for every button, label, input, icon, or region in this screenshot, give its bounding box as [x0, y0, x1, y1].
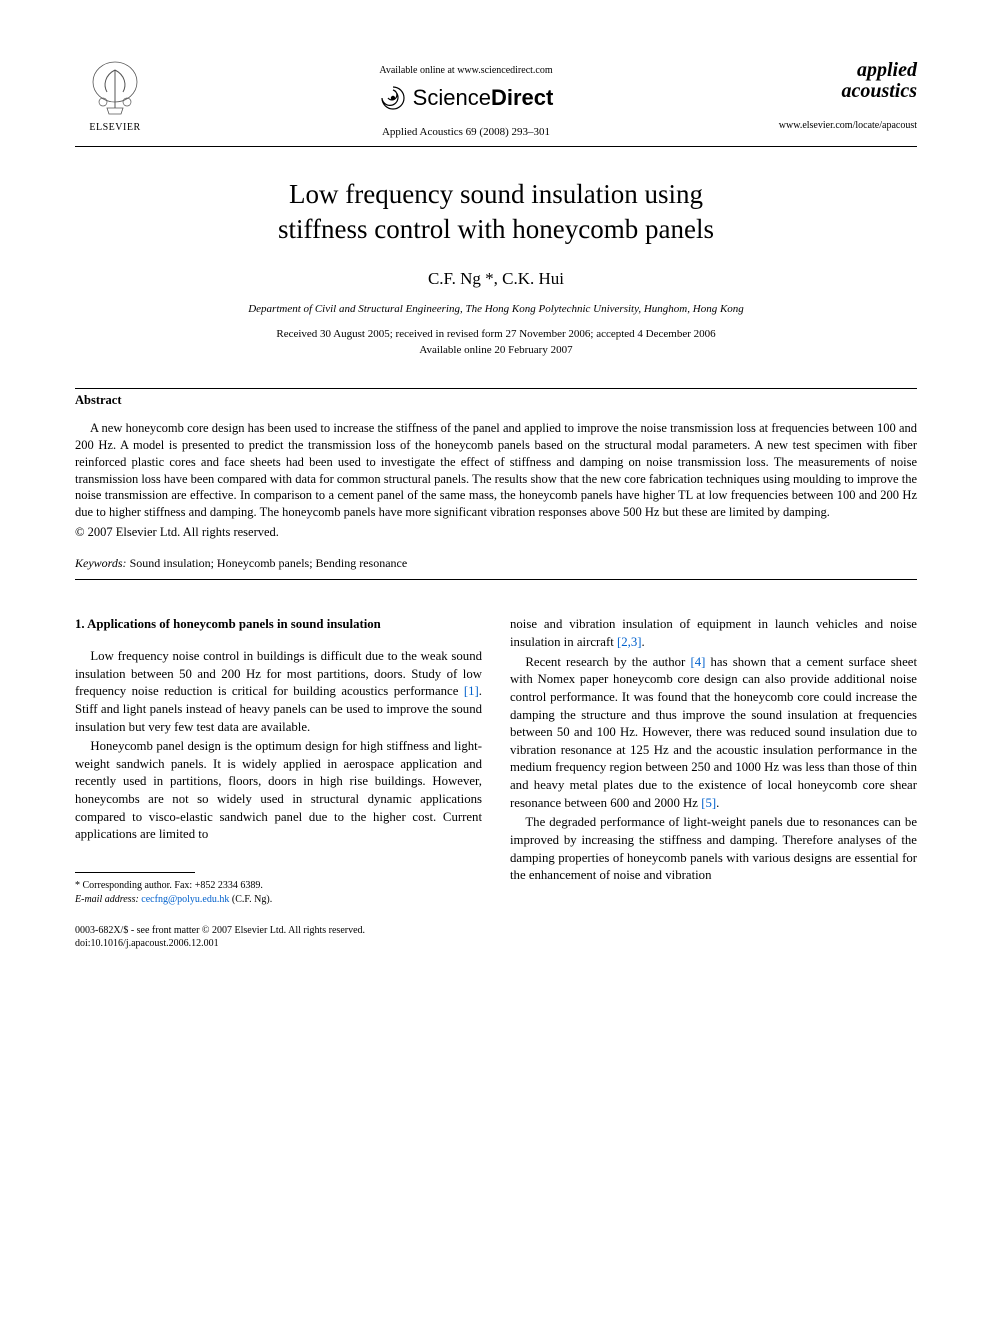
title-line2: stiffness control with honeycomb panels [278, 214, 714, 244]
p4-c: . [716, 796, 719, 810]
sciencedirect-text: ScienceDirect [413, 85, 554, 111]
ref-link-5[interactable]: [5] [701, 796, 716, 810]
elsevier-label: ELSEVIER [89, 122, 140, 133]
ref-link-23[interactable]: [2,3] [617, 635, 642, 649]
authors: C.F. Ng *, C.K. Hui [75, 269, 917, 289]
journal-logo-block: applied acoustics www.elsevier.com/locat… [777, 60, 917, 131]
keywords-line: Keywords: Sound insulation; Honeycomb pa… [75, 556, 917, 571]
p4-b: has shown that a cement surface sheet wi… [510, 655, 917, 810]
journal-logo: applied acoustics [777, 60, 917, 102]
center-header: Available online at www.sciencedirect.co… [155, 60, 777, 138]
p1-text: Low frequency noise control in buildings… [75, 649, 482, 698]
email-line: E-mail address: cecfng@polyu.edu.hk (C.F… [75, 893, 482, 907]
dates-line1: Received 30 August 2005; received in rev… [276, 328, 715, 340]
available-online-text: Available online at www.sciencedirect.co… [155, 65, 777, 76]
p3-head: noise and vibration insulation of equipm… [510, 617, 917, 649]
email-address[interactable]: cecfng@polyu.edu.hk [141, 894, 229, 905]
journal-logo-line1: applied [777, 60, 917, 81]
p3-tail: . [642, 635, 645, 649]
sd-prefix: Science [413, 85, 491, 110]
corresponding-footnote: * Corresponding author. Fax: +852 2334 6… [75, 879, 482, 906]
bottom-matter: 0003-682X/$ - see front matter © 2007 El… [75, 924, 917, 950]
journal-url: www.elsevier.com/locate/apacoust [777, 120, 917, 131]
abstract-bottom-rule [75, 579, 917, 580]
journal-logo-line2: acoustics [777, 81, 917, 102]
ref-link-1[interactable]: [1] [464, 684, 479, 698]
body-columns: 1. Applications of honeycomb panels in s… [75, 616, 917, 906]
elsevier-tree-icon [85, 60, 145, 120]
doi-line: doi:10.1016/j.apacoust.2006.12.001 [75, 937, 917, 950]
article-title: Low frequency sound insulation using sti… [75, 177, 917, 247]
abstract-top-rule [75, 388, 917, 389]
sciencedirect-swirl-icon [379, 84, 407, 112]
abstract-copyright: © 2007 Elsevier Ltd. All rights reserved… [75, 525, 917, 540]
abstract-heading: Abstract [75, 393, 917, 408]
left-column: 1. Applications of honeycomb panels in s… [75, 616, 482, 906]
email-label: E-mail address: [75, 894, 139, 905]
section1-p1: Low frequency noise control in buildings… [75, 648, 482, 736]
email-tail: (C.F. Ng). [229, 894, 272, 905]
article-dates: Received 30 August 2005; received in rev… [75, 327, 917, 358]
sciencedirect-logo: ScienceDirect [379, 84, 554, 112]
section-1-heading: 1. Applications of honeycomb panels in s… [75, 616, 482, 634]
section1-p2: Honeycomb panel design is the optimum de… [75, 738, 482, 844]
footnote-rule [75, 872, 195, 873]
section1-p3: noise and vibration insulation of equipm… [510, 616, 917, 651]
keywords-label: Keywords: [75, 556, 127, 570]
abstract-body: A new honeycomb core design has been use… [75, 420, 917, 521]
title-line1: Low frequency sound insulation using [289, 179, 703, 209]
journal-reference: Applied Acoustics 69 (2008) 293–301 [155, 126, 777, 138]
section1-p5: The degraded performance of light-weight… [510, 814, 917, 885]
header-rule [75, 146, 917, 147]
corresponding-line: * Corresponding author. Fax: +852 2334 6… [75, 879, 482, 893]
affiliation: Department of Civil and Structural Engin… [75, 303, 917, 315]
keywords-text: Sound insulation; Honeycomb panels; Bend… [127, 556, 408, 570]
page-header: ELSEVIER Available online at www.science… [75, 60, 917, 138]
right-column: noise and vibration insulation of equipm… [510, 616, 917, 906]
ref-link-4[interactable]: [4] [690, 655, 705, 669]
front-matter-line: 0003-682X/$ - see front matter © 2007 El… [75, 924, 917, 937]
p4-a: Recent research by the author [525, 655, 690, 669]
section1-p4: Recent research by the author [4] has sh… [510, 654, 917, 813]
dates-line2: Available online 20 February 2007 [419, 344, 572, 356]
elsevier-logo-block: ELSEVIER [75, 60, 155, 133]
sd-suffix: Direct [491, 85, 553, 110]
